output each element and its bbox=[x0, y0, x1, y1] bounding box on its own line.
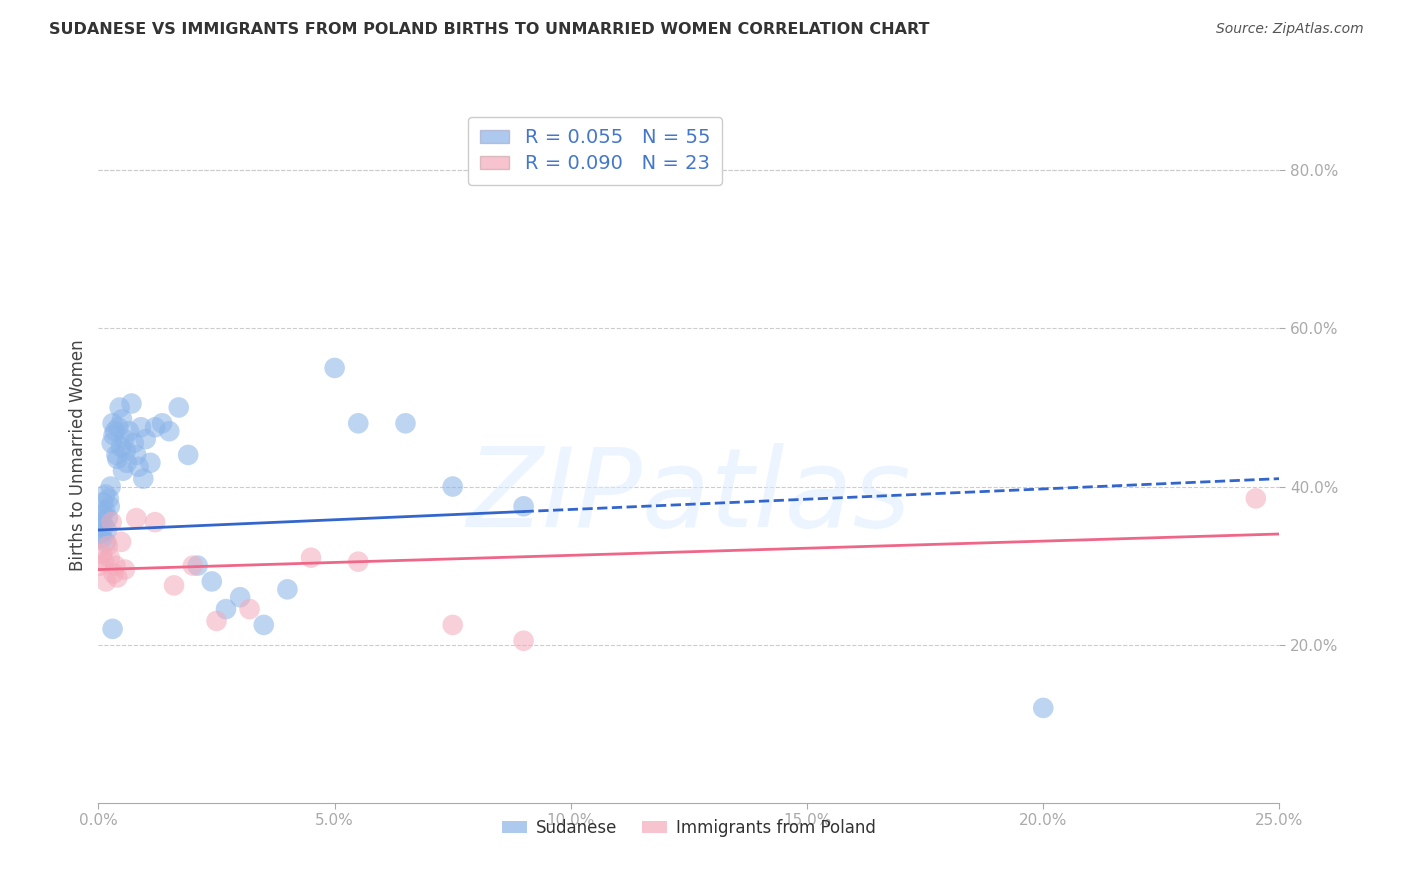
Point bbox=[111, 412, 134, 426]
Point bbox=[91, 495, 114, 509]
Legend: Sudanese, Immigrants from Poland: Sudanese, Immigrants from Poland bbox=[496, 812, 882, 843]
Point bbox=[150, 417, 173, 431]
Point bbox=[93, 519, 115, 533]
Point bbox=[347, 555, 370, 569]
Point bbox=[114, 444, 136, 458]
Point bbox=[143, 420, 166, 434]
Point bbox=[105, 451, 128, 466]
Point bbox=[105, 570, 128, 584]
Point bbox=[323, 360, 346, 375]
Point bbox=[125, 511, 148, 525]
Point bbox=[100, 436, 122, 450]
Point bbox=[121, 396, 143, 410]
Point bbox=[125, 448, 148, 462]
Point bbox=[101, 417, 124, 431]
Point bbox=[122, 436, 145, 450]
Point bbox=[1244, 491, 1267, 506]
Point bbox=[97, 511, 120, 525]
Point bbox=[135, 432, 157, 446]
Point bbox=[94, 503, 117, 517]
Point bbox=[128, 459, 150, 474]
Point bbox=[94, 574, 117, 589]
Point bbox=[512, 500, 534, 514]
Point bbox=[91, 531, 114, 545]
Point bbox=[347, 417, 370, 431]
Point bbox=[167, 401, 190, 415]
Point bbox=[177, 448, 200, 462]
Point bbox=[205, 614, 228, 628]
Point bbox=[111, 464, 134, 478]
Point bbox=[1032, 701, 1054, 715]
Point bbox=[110, 440, 132, 454]
Point bbox=[94, 534, 117, 549]
Y-axis label: Births to Unmarried Women: Births to Unmarried Women bbox=[69, 339, 87, 571]
Point bbox=[139, 456, 162, 470]
Point bbox=[201, 574, 224, 589]
Point bbox=[98, 500, 121, 514]
Point bbox=[103, 566, 125, 581]
Point bbox=[441, 479, 464, 493]
Point bbox=[97, 539, 120, 553]
Point bbox=[110, 534, 132, 549]
Point bbox=[132, 472, 155, 486]
Point bbox=[118, 424, 141, 438]
Point bbox=[105, 448, 128, 462]
Text: SUDANESE VS IMMIGRANTS FROM POLAND BIRTHS TO UNMARRIED WOMEN CORRELATION CHART: SUDANESE VS IMMIGRANTS FROM POLAND BIRTH… bbox=[49, 22, 929, 37]
Point bbox=[157, 424, 180, 438]
Point bbox=[441, 618, 464, 632]
Point bbox=[107, 420, 129, 434]
Point bbox=[96, 523, 118, 537]
Point bbox=[129, 420, 152, 434]
Point bbox=[89, 558, 111, 573]
Point bbox=[181, 558, 204, 573]
Point bbox=[512, 633, 534, 648]
Point bbox=[239, 602, 262, 616]
Point bbox=[97, 491, 120, 506]
Point bbox=[91, 547, 114, 561]
Point bbox=[276, 582, 298, 597]
Point bbox=[108, 401, 131, 415]
Point bbox=[103, 428, 125, 442]
Point bbox=[114, 563, 136, 577]
Text: Source: ZipAtlas.com: Source: ZipAtlas.com bbox=[1216, 22, 1364, 37]
Point bbox=[104, 558, 127, 573]
Point bbox=[90, 515, 112, 529]
Point bbox=[100, 479, 122, 493]
Point bbox=[104, 424, 127, 438]
Point bbox=[89, 527, 111, 541]
Point bbox=[229, 591, 252, 605]
Point bbox=[91, 507, 114, 521]
Point bbox=[94, 487, 117, 501]
Point bbox=[93, 555, 115, 569]
Point bbox=[115, 456, 138, 470]
Point bbox=[187, 558, 209, 573]
Point bbox=[394, 417, 416, 431]
Point bbox=[215, 602, 238, 616]
Point bbox=[163, 578, 186, 592]
Point bbox=[98, 550, 121, 565]
Point bbox=[143, 515, 166, 529]
Point bbox=[101, 622, 124, 636]
Point bbox=[112, 432, 135, 446]
Point bbox=[299, 550, 322, 565]
Point bbox=[253, 618, 276, 632]
Point bbox=[100, 515, 122, 529]
Text: ZIPatlas: ZIPatlas bbox=[467, 443, 911, 550]
